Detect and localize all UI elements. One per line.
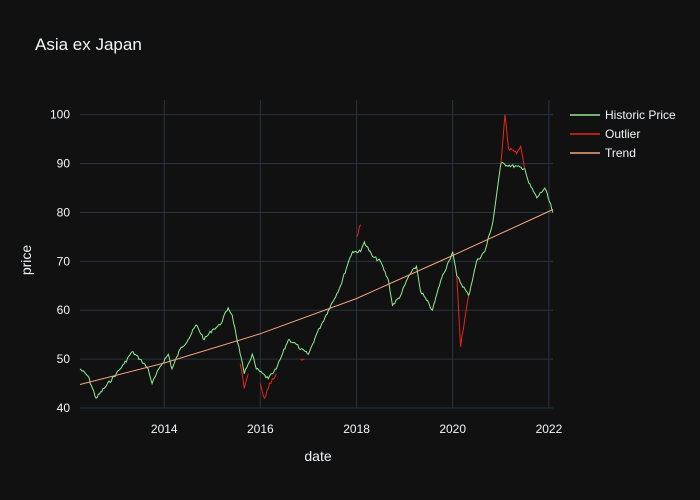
outlier-segment	[500, 114, 526, 169]
x-axis-title: date	[304, 448, 331, 464]
legend-label: Trend	[605, 146, 636, 160]
outlier-segment	[259, 373, 277, 400]
legend[interactable]: Historic Price Outlier Trend	[570, 108, 676, 160]
y-tick-label: 50	[57, 352, 71, 366]
y-axis-ticks: 40 50 60 70 80 90 100	[50, 108, 70, 415]
trend-line	[79, 209, 554, 385]
legend-label: Outlier	[605, 127, 640, 141]
legend-item[interactable]: Outlier	[570, 127, 640, 141]
x-tick-label: 2020	[439, 422, 466, 436]
x-tick-label: 2016	[247, 422, 274, 436]
outlier-segment	[456, 275, 470, 347]
chart-title: Asia ex Japan	[35, 35, 142, 54]
x-tick-label: 2018	[343, 422, 370, 436]
y-tick-label: 40	[57, 401, 71, 415]
y-tick-label: 60	[57, 303, 71, 317]
y-tick-label: 100	[50, 108, 70, 122]
y-tick-label: 90	[57, 157, 71, 171]
legend-item[interactable]: Historic Price	[570, 108, 676, 122]
plot-area	[79, 114, 554, 400]
y-tick-label: 70	[57, 254, 71, 268]
legend-label: Historic Price	[605, 108, 676, 122]
y-axis-title: price	[18, 245, 34, 276]
historic-price-line	[79, 161, 554, 399]
x-tick-label: 2014	[151, 422, 178, 436]
gridlines	[80, 100, 553, 409]
outlier-segment	[356, 224, 362, 238]
outlier-segment	[300, 358, 305, 361]
legend-item[interactable]: Trend	[570, 146, 636, 160]
x-tick-label: 2022	[536, 422, 563, 436]
outlier-segment	[239, 363, 249, 389]
x-axis-ticks: 2014 2016 2018 2020 2022	[151, 422, 563, 436]
y-tick-label: 80	[57, 205, 71, 219]
